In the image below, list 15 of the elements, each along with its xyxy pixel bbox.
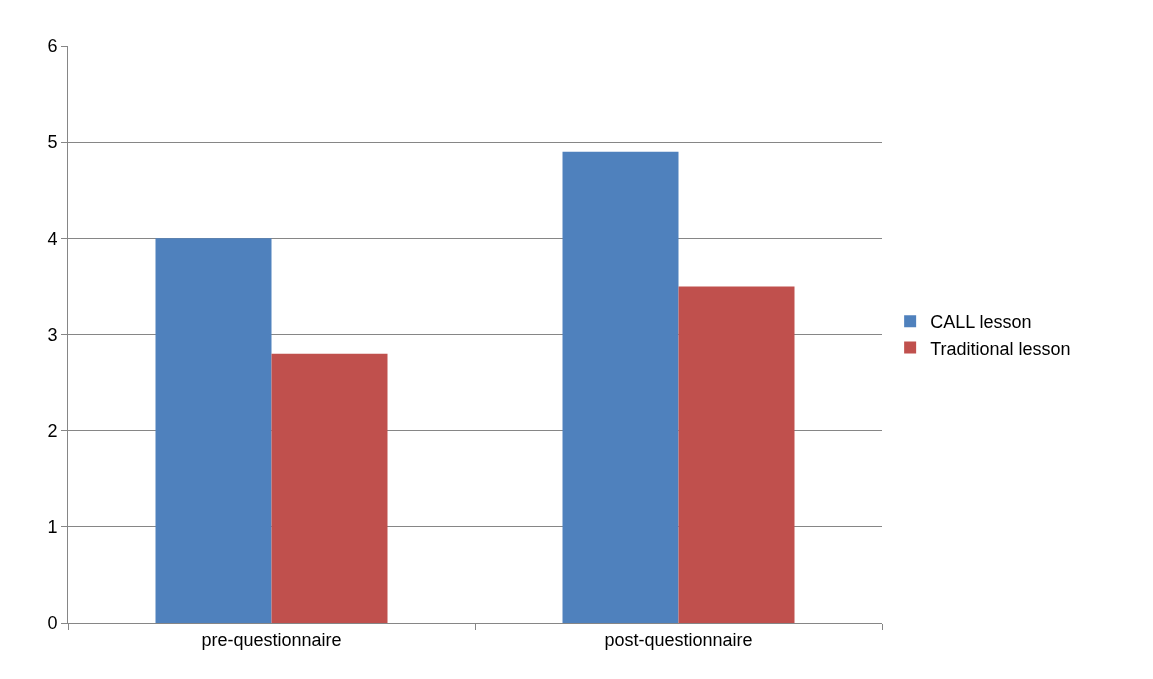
bar (155, 238, 272, 623)
y-tick-label: 6 (47, 36, 58, 57)
y-tick-label: 4 (47, 228, 58, 249)
bar (562, 151, 679, 623)
x-tick-label: pre-questionnaire (201, 629, 342, 650)
legend-label: CALL lesson (930, 312, 1032, 333)
y-tick-label: 3 (47, 324, 58, 345)
bar (678, 286, 795, 623)
y-tick-label: 5 (47, 132, 58, 153)
y-tick-label: 0 (47, 613, 58, 634)
y-tick-label: 1 (47, 517, 58, 538)
x-tick-label: post-questionnaire (604, 629, 753, 650)
legend-label: Traditional lesson (930, 338, 1071, 359)
bar (271, 353, 388, 623)
y-tick-label: 2 (47, 420, 58, 441)
